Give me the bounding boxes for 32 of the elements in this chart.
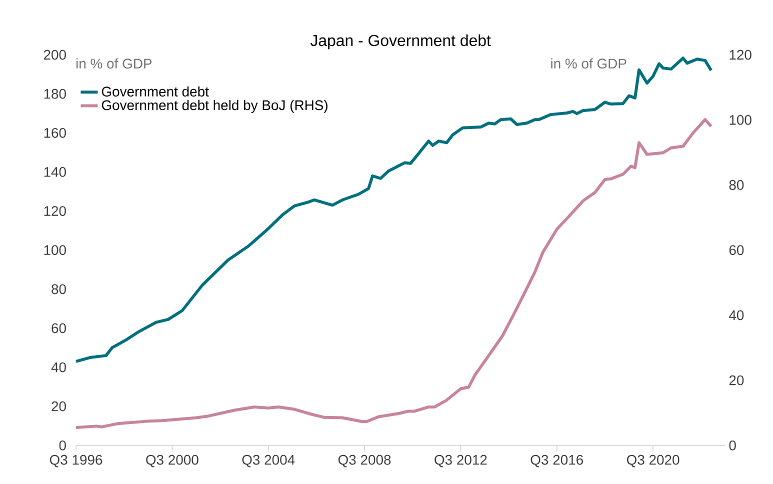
y-tick-label: 200 bbox=[44, 50, 66, 60]
y2-tick-label: 0 bbox=[729, 440, 736, 450]
x-tick-label: Q3 1996 bbox=[50, 454, 102, 468]
legend-label: Government debt held by BoJ (RHS) bbox=[102, 100, 328, 113]
y-tick-label: 20 bbox=[52, 401, 66, 412]
x-tick-label: Q3 2020 bbox=[626, 454, 680, 468]
x-tick-label: Q3 2008 bbox=[338, 454, 391, 468]
line-series bbox=[74, 56, 713, 363]
y2-tick-label: 100 bbox=[730, 114, 752, 125]
y2-tick-label: 60 bbox=[729, 245, 744, 255]
y-tick-label: 180 bbox=[44, 88, 66, 99]
y-tick-label: 160 bbox=[44, 128, 66, 138]
x-tick-label: Q3 2000 bbox=[146, 454, 198, 468]
y-tick-label: 40 bbox=[51, 362, 66, 372]
legend-label: Government debt bbox=[102, 86, 209, 96]
y-tick-label: 80 bbox=[52, 284, 66, 294]
x-tick-label: Q3 2012 bbox=[434, 454, 487, 468]
x-tick-label: Q3 2016 bbox=[530, 454, 583, 468]
y-tick-label: 120 bbox=[44, 206, 66, 216]
y-tick-label: 60 bbox=[52, 323, 66, 334]
y2-tick-label: 80 bbox=[729, 180, 744, 190]
y2-tick-label: 40 bbox=[729, 310, 744, 320]
y-tick-label: 0 bbox=[59, 440, 66, 450]
y-tick-label: 140 bbox=[44, 166, 66, 177]
x-tick-label: Q3 2004 bbox=[242, 454, 295, 468]
line-series bbox=[74, 118, 713, 429]
y2-tick-label: 120 bbox=[730, 50, 752, 60]
y2-tick-label: 20 bbox=[729, 375, 744, 386]
y-axis-title: in % of GDP bbox=[76, 58, 152, 68]
chart-title: Japan - Government debt bbox=[310, 34, 491, 50]
y2-axis-title: in % of GDP bbox=[551, 58, 626, 68]
y-tick-label: 100 bbox=[44, 245, 66, 255]
